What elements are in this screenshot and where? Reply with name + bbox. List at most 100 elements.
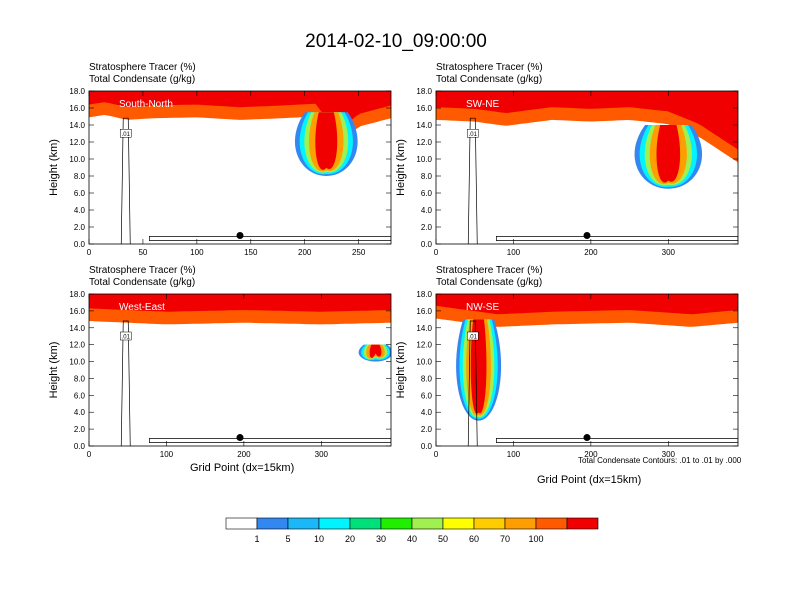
colorbar-tick-label: 1 bbox=[254, 534, 259, 544]
colorbar-swatch bbox=[349, 517, 382, 530]
colorbar-swatch bbox=[473, 517, 506, 530]
colorbar: 1 5 10 20 30 40 50 60 70 100 bbox=[225, 517, 599, 544]
contour-label: .01 bbox=[119, 331, 132, 341]
colorbar-swatch bbox=[225, 517, 258, 530]
colorbar-tick-label: 5 bbox=[285, 534, 290, 544]
condensate-contour bbox=[120, 320, 131, 446]
contour-label-text: .01 bbox=[122, 132, 131, 138]
colorbar-tick-label: 50 bbox=[438, 534, 448, 544]
contour-label-text: .01 bbox=[122, 335, 131, 341]
colorbar-tick-label: 60 bbox=[469, 534, 479, 544]
x-axis-label-west-east: Grid Point (dx=15km) bbox=[190, 462, 295, 474]
y-axis-label: Height (km) bbox=[48, 139, 60, 196]
contour-label-box bbox=[466, 129, 479, 138]
y-tick-label: 16.0 bbox=[416, 307, 432, 316]
x-tick-label: 200 bbox=[584, 248, 598, 257]
y-tick-label: 4.0 bbox=[421, 408, 433, 417]
region-label: West-East bbox=[119, 302, 165, 313]
contour-label: .01 bbox=[466, 331, 479, 341]
colorbar-swatch bbox=[380, 517, 413, 530]
condensate-contour bbox=[467, 320, 478, 446]
y-axis-label: Height (km) bbox=[395, 342, 407, 399]
y-tick-label: 14.0 bbox=[69, 324, 85, 333]
y-tick-label: 10.0 bbox=[69, 155, 85, 164]
x-tick-label: 100 bbox=[507, 450, 521, 459]
colorbar-tick-label: 10 bbox=[314, 534, 324, 544]
location-marker bbox=[583, 232, 591, 239]
y-tick-label: 6.0 bbox=[74, 391, 86, 400]
y-tick-label: 0.0 bbox=[421, 442, 433, 451]
x-tick-label: 150 bbox=[244, 248, 258, 257]
y-tick-label: 8.0 bbox=[421, 374, 433, 383]
y-tick-label: 18.0 bbox=[416, 290, 432, 299]
panel-title-line-1: Stratosphere Tracer (%) bbox=[436, 62, 543, 73]
y-tick-label: 8.0 bbox=[421, 172, 433, 181]
contour-label: .01 bbox=[466, 129, 479, 138]
panel-plot-area: .01 bbox=[436, 294, 738, 446]
y-tick-label: 16.0 bbox=[69, 104, 85, 113]
y-tick-label: 2.0 bbox=[74, 223, 86, 232]
x-tick-label: 250 bbox=[352, 248, 366, 257]
condensate-contour bbox=[467, 117, 478, 244]
colorbar-swatch bbox=[411, 517, 444, 530]
panel-title-line-2: Total Condensate (g/kg) bbox=[89, 277, 196, 288]
panel-title-sw-ne: Stratosphere Tracer (%) Total Condensate… bbox=[436, 62, 543, 86]
condensate-contour bbox=[149, 438, 391, 443]
panel-plot-area: .01 bbox=[89, 294, 391, 446]
y-tick-label: 14.0 bbox=[416, 121, 432, 130]
y-tick-label: 18.0 bbox=[69, 87, 85, 96]
condensate-contour bbox=[149, 236, 391, 241]
y-tick-label: 10.0 bbox=[416, 155, 432, 164]
contour-label-text: .01 bbox=[469, 335, 478, 341]
panel-plot-area: .01 bbox=[89, 91, 391, 244]
panel-title-line-1: Stratosphere Tracer (%) bbox=[89, 62, 196, 73]
tracer-intrusion bbox=[470, 319, 487, 414]
tracer-intrusion bbox=[656, 125, 681, 183]
x-tick-label: 200 bbox=[584, 450, 598, 459]
tracer-band bbox=[436, 294, 738, 315]
y-tick-label: 4.0 bbox=[74, 408, 86, 417]
colorbar-tick-label: 100 bbox=[528, 534, 543, 544]
x-tick-label: 100 bbox=[160, 450, 174, 459]
region-label: NW-SE bbox=[466, 302, 499, 313]
y-tick-label: 12.0 bbox=[416, 138, 432, 147]
x-tick-label: 300 bbox=[662, 450, 676, 459]
condensate-contour bbox=[496, 236, 738, 241]
panel-title-nw-se: Stratosphere Tracer (%) Total Condensate… bbox=[436, 265, 543, 289]
panel-title-line-2: Total Condensate (g/kg) bbox=[436, 74, 543, 85]
x-tick-label: 0 bbox=[87, 248, 92, 257]
y-tick-label: 16.0 bbox=[69, 307, 85, 316]
x-tick-label: 0 bbox=[87, 450, 92, 459]
colorbar-swatch bbox=[566, 517, 599, 530]
tracer-band bbox=[89, 294, 391, 312]
y-tick-label: 10.0 bbox=[69, 358, 85, 367]
colorbar-swatch bbox=[256, 517, 289, 530]
panel-title-south-north: Stratosphere Tracer (%) Total Condensate… bbox=[89, 62, 196, 86]
y-tick-label: 10.0 bbox=[416, 358, 432, 367]
location-marker bbox=[236, 434, 244, 442]
contour-label: .01 bbox=[119, 129, 132, 138]
panel-title-line-1: Stratosphere Tracer (%) bbox=[89, 265, 196, 276]
colorbar-tick-label: 20 bbox=[345, 534, 355, 544]
y-axis-label: Height (km) bbox=[395, 139, 407, 196]
panel-title-line-2: Total Condensate (g/kg) bbox=[436, 277, 543, 288]
colorbar-swatch bbox=[504, 517, 537, 530]
panel-plot-area: .01 bbox=[436, 91, 738, 244]
colorbar-tick-label: 70 bbox=[500, 534, 510, 544]
y-tick-label: 2.0 bbox=[74, 425, 86, 434]
panel-frame bbox=[88, 293, 392, 447]
x-tick-label: 200 bbox=[237, 450, 251, 459]
y-tick-label: 0.0 bbox=[74, 442, 86, 451]
panel-frame bbox=[88, 90, 392, 245]
panel-south-north: .01 South-North 0.0 2.0 4.0 6.0 8.0 10.0 12.0 14.… bbox=[48, 87, 392, 257]
panel-title-west-east: Stratosphere Tracer (%) Total Condensate… bbox=[89, 265, 196, 289]
x-tick-label: 200 bbox=[298, 248, 312, 257]
panel-frame bbox=[435, 90, 739, 245]
x-tick-label: 0 bbox=[434, 248, 439, 257]
y-tick-label: 6.0 bbox=[74, 189, 86, 198]
colorbar-tick-label: 40 bbox=[407, 534, 417, 544]
contour-label-box bbox=[119, 331, 132, 341]
condensate-contour bbox=[120, 117, 131, 244]
location-marker bbox=[236, 232, 244, 239]
